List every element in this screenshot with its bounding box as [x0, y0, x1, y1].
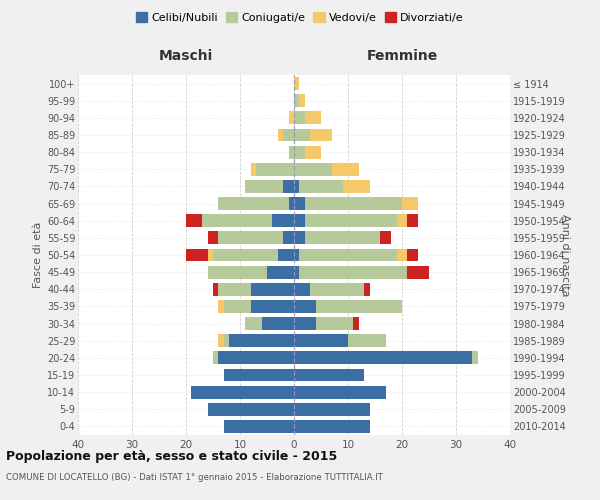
Bar: [283, 232, 294, 244]
Bar: [294, 386, 386, 398]
Bar: [472, 352, 478, 364]
Bar: [224, 368, 294, 382]
Text: Popolazione per età, sesso e stato civile - 2015: Popolazione per età, sesso e stato civil…: [6, 450, 337, 463]
Y-axis label: Fasce di età: Fasce di età: [32, 222, 43, 288]
Bar: [299, 94, 305, 107]
Bar: [332, 163, 359, 175]
Bar: [353, 317, 359, 330]
Bar: [224, 334, 229, 347]
Bar: [305, 214, 397, 227]
Bar: [218, 232, 283, 244]
Bar: [251, 283, 294, 296]
Bar: [224, 420, 294, 433]
Text: Maschi: Maschi: [159, 48, 213, 62]
Bar: [208, 266, 267, 278]
Bar: [294, 248, 299, 262]
Y-axis label: Anni di nascita: Anni di nascita: [560, 214, 570, 296]
Bar: [316, 300, 402, 313]
Bar: [294, 180, 299, 193]
Bar: [218, 334, 224, 347]
Bar: [294, 334, 348, 347]
Bar: [278, 248, 294, 262]
Bar: [294, 317, 316, 330]
Bar: [294, 128, 310, 141]
Bar: [294, 163, 332, 175]
Bar: [283, 128, 294, 141]
Bar: [218, 283, 251, 296]
Bar: [294, 352, 472, 364]
Bar: [229, 334, 294, 347]
Bar: [305, 146, 321, 158]
Bar: [397, 214, 407, 227]
Bar: [407, 248, 418, 262]
Bar: [294, 283, 310, 296]
Bar: [316, 317, 353, 330]
Bar: [305, 232, 380, 244]
Bar: [224, 300, 251, 313]
Bar: [251, 163, 256, 175]
Bar: [364, 283, 370, 296]
Legend: Celibi/Nubili, Coniugati/e, Vedovi/e, Divorziati/e: Celibi/Nubili, Coniugati/e, Vedovi/e, Di…: [132, 8, 468, 28]
Bar: [213, 352, 218, 364]
Bar: [397, 248, 407, 262]
Bar: [305, 197, 402, 210]
Bar: [402, 197, 418, 210]
Bar: [294, 214, 305, 227]
Bar: [213, 248, 278, 262]
Bar: [310, 283, 364, 296]
Bar: [245, 180, 283, 193]
Bar: [294, 77, 299, 90]
Bar: [294, 112, 305, 124]
Bar: [218, 197, 289, 210]
Bar: [208, 248, 213, 262]
Bar: [294, 232, 305, 244]
Bar: [218, 300, 224, 313]
Bar: [294, 146, 305, 158]
Bar: [289, 112, 294, 124]
Bar: [283, 180, 294, 193]
Bar: [191, 386, 294, 398]
Bar: [294, 420, 370, 433]
Bar: [262, 317, 294, 330]
Bar: [348, 334, 386, 347]
Bar: [305, 112, 321, 124]
Text: COMUNE DI LOCATELLO (BG) - Dati ISTAT 1° gennaio 2015 - Elaborazione TUTTITALIA.: COMUNE DI LOCATELLO (BG) - Dati ISTAT 1°…: [6, 472, 383, 482]
Bar: [289, 197, 294, 210]
Bar: [256, 163, 294, 175]
Bar: [278, 128, 283, 141]
Bar: [208, 232, 218, 244]
Text: Femmine: Femmine: [367, 48, 437, 62]
Bar: [267, 266, 294, 278]
Bar: [218, 352, 294, 364]
Bar: [294, 94, 299, 107]
Bar: [343, 180, 370, 193]
Bar: [272, 214, 294, 227]
Bar: [245, 317, 262, 330]
Bar: [310, 128, 332, 141]
Bar: [407, 266, 429, 278]
Bar: [289, 146, 294, 158]
Bar: [294, 368, 364, 382]
Bar: [294, 403, 370, 415]
Bar: [213, 283, 218, 296]
Bar: [202, 214, 272, 227]
Bar: [299, 248, 397, 262]
Bar: [299, 266, 407, 278]
Bar: [251, 300, 294, 313]
Bar: [294, 197, 305, 210]
Bar: [186, 248, 208, 262]
Bar: [407, 214, 418, 227]
Bar: [186, 214, 202, 227]
Bar: [294, 266, 299, 278]
Bar: [299, 180, 343, 193]
Bar: [208, 403, 294, 415]
Bar: [380, 232, 391, 244]
Bar: [294, 300, 316, 313]
